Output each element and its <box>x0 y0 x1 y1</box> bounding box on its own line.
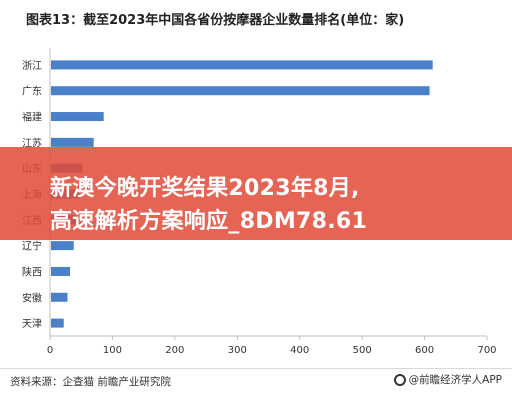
overlay-banner <box>0 147 512 240</box>
x-tick-label: 300 <box>228 345 247 356</box>
y-tick-label: 浙江 <box>22 60 42 72</box>
y-tick-label: 安徽 <box>22 291 42 304</box>
chart-title: 图表13：截至2023年中国各省份按摩器企业数量排名(单位：家) <box>26 13 405 28</box>
x-tick-label: 100 <box>103 345 122 356</box>
x-tick-label: 600 <box>415 345 434 356</box>
y-tick-label: 天津 <box>22 318 42 330</box>
bar-江苏 <box>51 137 94 147</box>
source-note: 资料来源：企查猫 前瞻产业研究院 <box>10 376 171 388</box>
x-tick-label: 200 <box>165 345 184 356</box>
bar-天津 <box>51 318 64 328</box>
x-tick-label: 0 <box>47 345 53 356</box>
banner-line-1: 新澳今晚开奖结果2023年8月, <box>50 176 360 201</box>
bar-辽宁 <box>51 241 74 251</box>
footer-divider <box>0 368 512 369</box>
y-tick-label: 广东 <box>22 85 42 98</box>
y-tick-label: 福建 <box>22 111 42 124</box>
brand-name: @前瞻经济学人APP <box>408 374 502 386</box>
x-tick-label: 400 <box>290 345 309 356</box>
y-tick-label: 陕西 <box>22 265 42 278</box>
bar-陕西 <box>51 266 70 276</box>
brand-logo-icon <box>393 373 406 386</box>
bar-浙江 <box>51 60 433 70</box>
brand-credit: @前瞻经济学人APP <box>393 372 502 387</box>
y-tick-label: 江苏 <box>22 136 42 149</box>
banner-line-2: 高速解析方案响应_8DM78.61 <box>50 209 368 234</box>
x-tick-label: 500 <box>353 345 372 356</box>
bar-广东 <box>51 86 430 96</box>
bar-福建 <box>51 112 104 122</box>
bar-安徽 <box>51 292 68 302</box>
x-tick-label: 700 <box>477 345 496 356</box>
y-tick-label: 辽宁 <box>22 240 42 253</box>
